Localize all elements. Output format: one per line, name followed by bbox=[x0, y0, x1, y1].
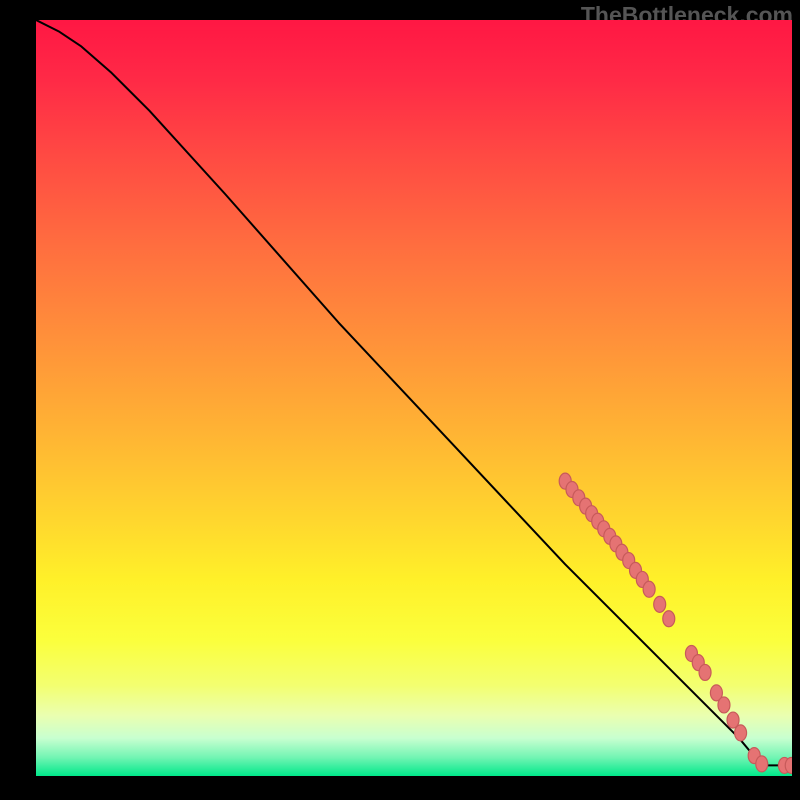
plot-area bbox=[36, 20, 792, 776]
chart-stage: TheBottleneck.com bbox=[0, 0, 800, 800]
data-marker bbox=[718, 697, 730, 713]
gradient-background bbox=[36, 20, 792, 776]
data-marker bbox=[735, 725, 747, 741]
data-marker bbox=[785, 757, 792, 773]
data-marker bbox=[663, 611, 675, 627]
chart-svg bbox=[36, 20, 792, 776]
data-marker bbox=[756, 756, 768, 772]
data-marker bbox=[699, 664, 711, 680]
data-marker bbox=[654, 596, 666, 612]
data-marker bbox=[643, 581, 655, 597]
